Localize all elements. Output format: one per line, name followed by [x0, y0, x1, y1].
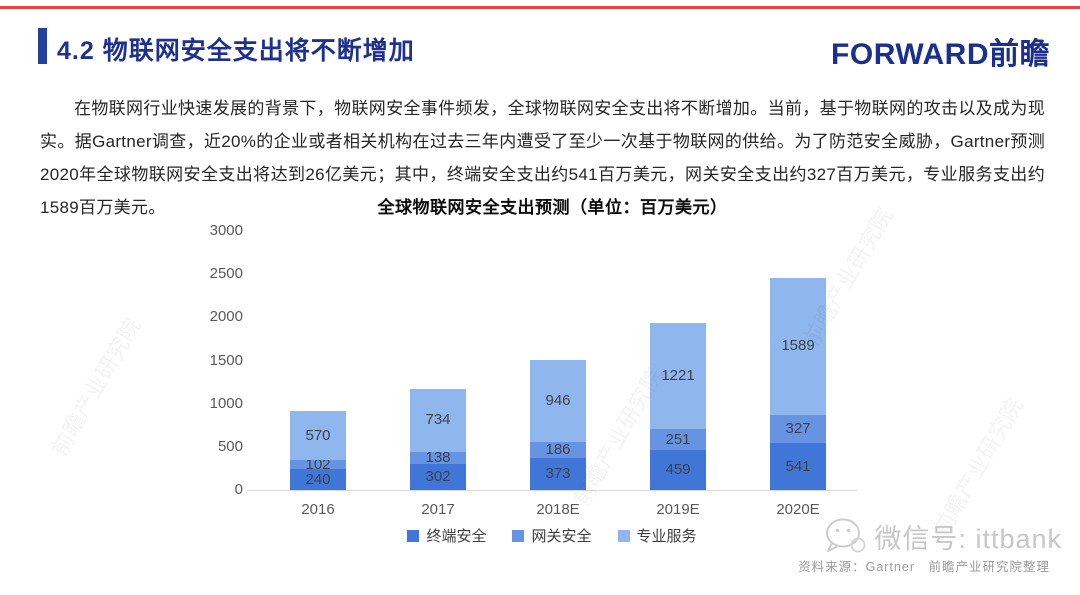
legend-swatch-icon — [617, 529, 630, 542]
y-tick-label: 1000 — [209, 394, 243, 412]
bar-value-label: 734 — [425, 411, 451, 429]
legend-label: 专业服务 — [636, 528, 697, 545]
bar-value-label: 946 — [545, 391, 571, 409]
wechat-icon — [826, 518, 866, 553]
y-tick-label: 3000 — [209, 222, 243, 239]
y-tick-label: 2500 — [209, 265, 243, 283]
bar-segment-终端安全 — [530, 457, 586, 490]
x-axis-label: 2020E — [776, 501, 820, 518]
x-axis-line — [247, 490, 857, 491]
bar-segment-专业服务 — [290, 411, 346, 461]
legend-label: 网关安全 — [531, 528, 592, 545]
legend-item-专业服务: 专业服务 — [617, 525, 697, 546]
bar-value-label: 541 — [785, 457, 811, 475]
section-accent-bar — [38, 28, 47, 64]
bar-value-label: 138 — [425, 448, 451, 466]
y-tick-label: 2000 — [209, 308, 243, 326]
wechat-id-text: 微信号: ittbank — [874, 523, 1062, 554]
bar-segment-专业服务 — [650, 323, 706, 429]
bar-value-label: 251 — [665, 430, 691, 448]
legend-swatch-icon — [407, 529, 420, 542]
y-tick-label: 500 — [217, 437, 243, 455]
bar-segment-网关安全 — [530, 441, 586, 458]
bar-segment-网关安全 — [770, 415, 826, 444]
x-axis-label: 2019E — [656, 501, 700, 518]
stacked-bar-chart: 0 500 1000 1500 2000 2500 3000 240 102 570 2016 302… — [0, 222, 1080, 565]
bar-segment-专业服务 — [530, 360, 586, 442]
bar-segment-网关安全 — [410, 452, 466, 464]
source-text: 资料来源：Gartner 前瞻产业研究院整理 — [798, 560, 1050, 574]
chart-title: 全球物联网安全支出预测（单位：百万美元） — [377, 198, 728, 217]
bar-segment-网关安全 — [650, 428, 706, 451]
body-paragraph: 在物联网行业快速发展的背景下，物联网安全事件频发，全球物联网安全支出将不断增加。… — [40, 99, 1045, 217]
legend: 终端安全 网关安全 专业服务 — [0, 525, 1080, 546]
bar-segment-专业服务 — [410, 388, 466, 452]
legend-swatch-icon — [512, 529, 525, 542]
bar-value-label: 459 — [665, 461, 691, 479]
x-axis-label: 2016 — [301, 501, 335, 518]
bar-segment-终端安全 — [410, 463, 466, 490]
bar-value-label: 1589 — [781, 337, 815, 355]
top-accent-line — [0, 6, 1080, 9]
forward-logo: FORWARD前瞻 — [831, 38, 1050, 71]
page-title: 4.2 物联网安全支出将不断增加 — [57, 37, 415, 65]
bar-value-label: 327 — [785, 420, 811, 438]
header: 4.2 物联网安全支出将不断增加 FORWARD前瞻 — [38, 25, 1050, 71]
legend-item-终端安全: 终端安全 — [407, 525, 486, 546]
bar-value-label: 570 — [305, 426, 331, 444]
bar-segment-终端安全 — [290, 469, 346, 490]
bar-value-label: 240 — [305, 470, 331, 488]
bar-segment-专业服务 — [770, 277, 826, 416]
bar-value-label: 186 — [545, 440, 571, 458]
x-axis-label: 2018E — [536, 501, 580, 518]
bar-segment-网关安全 — [290, 460, 346, 470]
bar-segment-终端安全 — [770, 443, 826, 490]
legend-item-网关安全: 网关安全 — [512, 525, 592, 546]
bar-value-label: 1221 — [661, 366, 695, 384]
y-tick-label: 1500 — [209, 351, 243, 369]
bar-value-label: 373 — [545, 464, 571, 482]
bar-segment-终端安全 — [650, 450, 706, 490]
wechat-badge: 微信号: ittbank — [822, 516, 1062, 556]
legend-label: 终端安全 — [426, 528, 487, 545]
bar-value-label: 302 — [425, 467, 451, 485]
y-tick-label: 0 — [234, 481, 243, 498]
x-axis-label: 2017 — [421, 501, 455, 518]
